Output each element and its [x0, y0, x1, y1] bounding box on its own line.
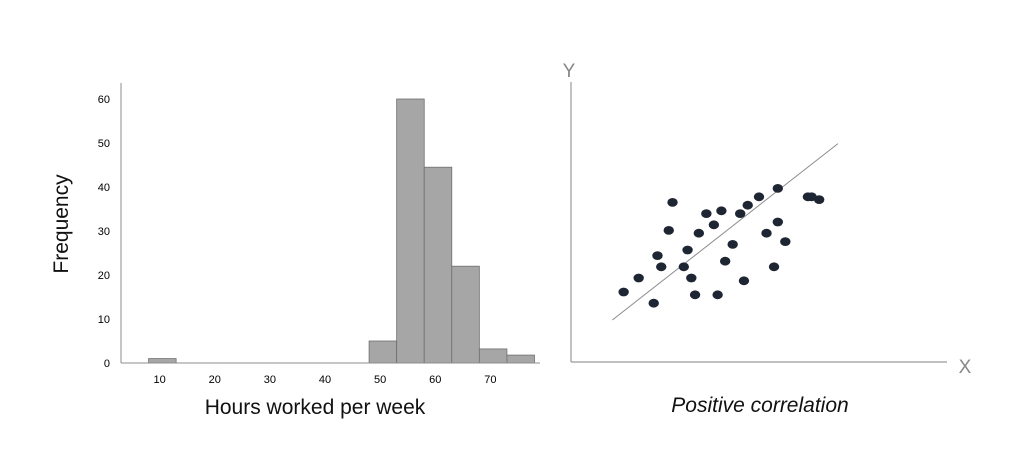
scatter-point [663, 226, 674, 235]
histogram-y-tick-label: 30 [98, 226, 110, 238]
histogram-y-tick-label: 50 [98, 138, 110, 150]
histogram-bar [423, 166, 453, 364]
scatter-point [712, 290, 723, 300]
scatter-point [678, 262, 689, 272]
histogram-x-tick-label: 40 [319, 374, 331, 386]
histogram-bar [368, 340, 398, 364]
histogram-y-tick-label: 60 [98, 94, 110, 106]
histogram-x-ticks: 10 20 30 40 50 60 70 [153, 374, 496, 386]
histogram-bars [148, 98, 535, 364]
histogram-x-tick-label: 70 [484, 374, 496, 386]
scatter-point [772, 184, 783, 193]
histogram-y-tick-label: 0 [104, 358, 110, 370]
histogram-x-tick-label: 50 [374, 374, 386, 386]
histogram-bar [506, 354, 535, 364]
histogram-bar [396, 98, 425, 364]
scatter-point [719, 256, 731, 266]
scatter-point [761, 228, 772, 238]
histogram-y-tick-label: 20 [98, 270, 110, 282]
scatter-y-axis-label: Y [563, 61, 576, 82]
histogram-y-tick-label: 10 [98, 314, 110, 326]
scatter-point [768, 262, 780, 272]
scatter-point [633, 273, 644, 283]
scatter-point [682, 245, 693, 255]
histogram-y-tick-label: 40 [98, 182, 110, 194]
scatter-point [689, 290, 701, 300]
histogram: 0 10 20 30 40 50 60 10 20 30 40 50 60 70 Hours worke… [50, 83, 540, 419]
scatter-point [693, 228, 705, 238]
histogram-y-ticks: 0 10 20 30 40 50 60 [98, 94, 110, 370]
scatter-point [802, 192, 814, 202]
scatter-point [780, 237, 791, 247]
histogram-bar [451, 265, 480, 364]
scatter-point [618, 287, 629, 297]
scatter-point [735, 209, 746, 219]
scatter-plot: Y X Positive correlation [563, 61, 972, 417]
scatter-point [813, 195, 825, 205]
scatter-x-axis-label: X [959, 357, 972, 378]
scatter-point [656, 262, 667, 272]
scatter-point [772, 217, 783, 227]
scatter-point [686, 273, 697, 283]
scatter-point [667, 198, 678, 207]
scatter-point [701, 209, 712, 219]
scatter-point [648, 298, 659, 308]
scatter-point [708, 220, 720, 230]
scatter-point [738, 276, 750, 286]
scatter-point [753, 192, 765, 202]
scatter-point [652, 251, 663, 260]
histogram-x-tick-label: 30 [264, 374, 276, 386]
histogram-y-axis-label: Frequency [50, 174, 73, 274]
scatter-point [727, 240, 738, 249]
histogram-x-tick-label: 60 [429, 374, 441, 386]
trend-line [612, 143, 839, 321]
histogram-x-tick-label: 10 [153, 374, 165, 386]
histogram-bar [478, 348, 508, 364]
histogram-x-tick-label: 20 [209, 374, 221, 386]
scatter-point [716, 206, 727, 216]
scatter-point [742, 200, 753, 210]
histogram-bar [148, 358, 177, 364]
scatter-points [618, 184, 825, 308]
scatter-caption: Positive correlation [671, 394, 848, 417]
histogram-x-axis-label: Hours worked per week [205, 396, 426, 419]
